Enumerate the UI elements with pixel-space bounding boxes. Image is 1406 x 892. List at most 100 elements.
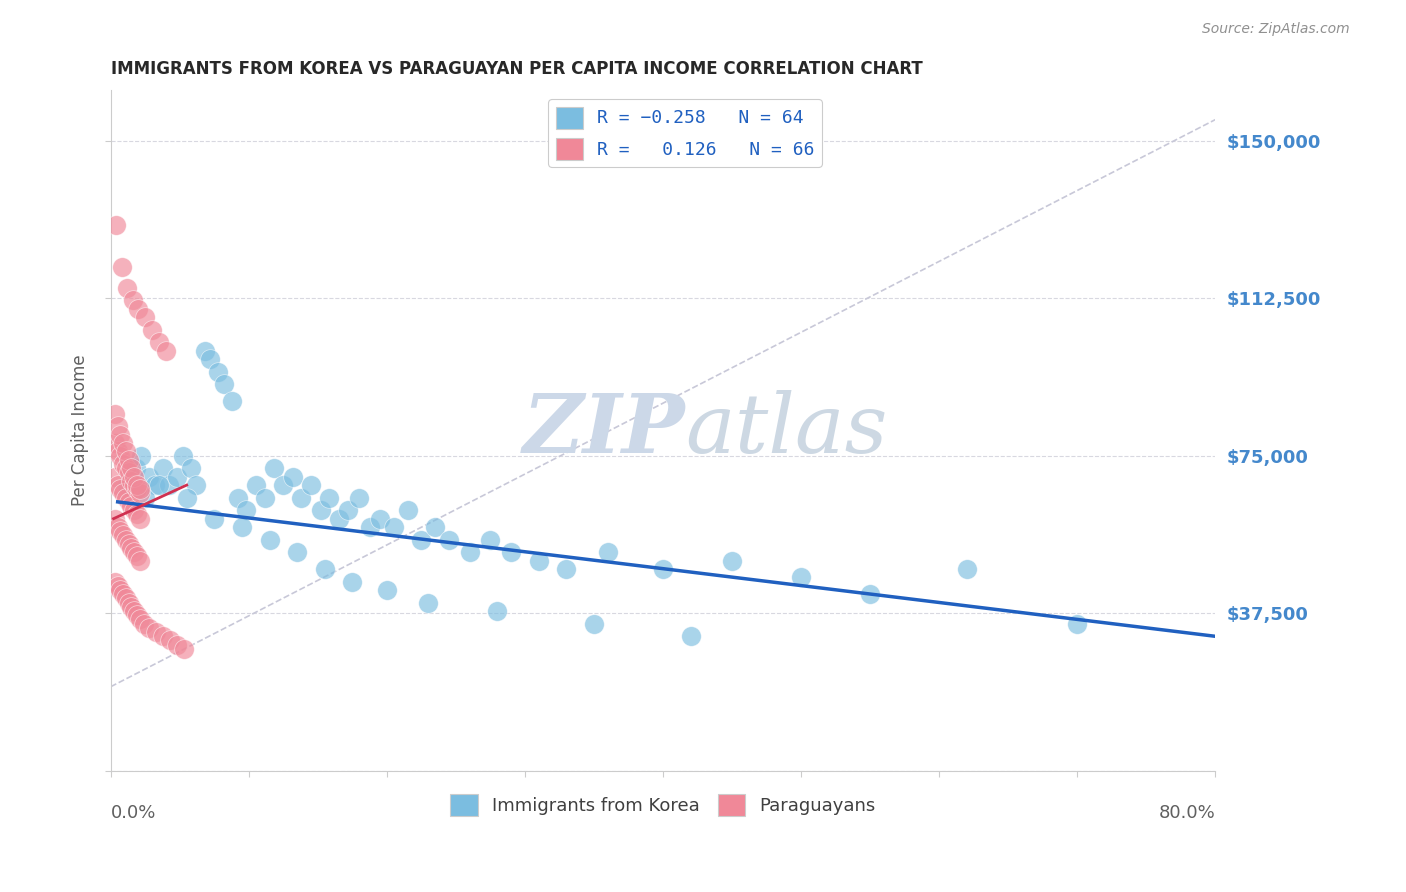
Point bbox=[118, 466, 141, 480]
Point bbox=[226, 491, 249, 505]
Point bbox=[122, 503, 145, 517]
Point bbox=[121, 499, 143, 513]
Text: atlas: atlas bbox=[685, 391, 887, 470]
Point bbox=[134, 491, 156, 505]
Point bbox=[117, 281, 139, 295]
Point bbox=[128, 483, 150, 497]
Point bbox=[157, 478, 180, 492]
Point bbox=[107, 444, 129, 458]
Point bbox=[104, 469, 127, 483]
Point bbox=[337, 503, 360, 517]
Point bbox=[375, 583, 398, 598]
Point bbox=[437, 533, 460, 547]
Point bbox=[173, 641, 195, 656]
Point bbox=[148, 478, 170, 492]
Point bbox=[112, 436, 135, 450]
Point bbox=[281, 469, 304, 483]
Point bbox=[105, 218, 128, 232]
Point bbox=[141, 323, 163, 337]
Point bbox=[122, 469, 145, 483]
Point bbox=[129, 449, 152, 463]
Point bbox=[132, 616, 155, 631]
Point bbox=[115, 491, 138, 505]
Point bbox=[314, 562, 336, 576]
Point bbox=[115, 444, 138, 458]
Point bbox=[152, 461, 174, 475]
Point bbox=[110, 583, 132, 598]
Point bbox=[125, 608, 148, 623]
Text: IMMIGRANTS FROM KOREA VS PARAGUAYAN PER CAPITA INCOME CORRELATION CHART: IMMIGRANTS FROM KOREA VS PARAGUAYAN PER … bbox=[111, 60, 922, 78]
Point bbox=[110, 524, 132, 539]
Point bbox=[115, 461, 138, 475]
Point bbox=[124, 461, 146, 475]
Point bbox=[318, 491, 340, 505]
Point bbox=[118, 495, 141, 509]
Text: 80.0%: 80.0% bbox=[1159, 805, 1215, 822]
Point bbox=[148, 335, 170, 350]
Point bbox=[111, 260, 134, 274]
Point bbox=[122, 604, 145, 618]
Point bbox=[790, 570, 813, 584]
Point bbox=[118, 453, 141, 467]
Point bbox=[128, 486, 150, 500]
Point bbox=[118, 537, 141, 551]
Point bbox=[104, 407, 127, 421]
Point bbox=[110, 427, 132, 442]
Point bbox=[194, 343, 217, 358]
Point bbox=[418, 596, 440, 610]
Point bbox=[110, 483, 132, 497]
Point bbox=[107, 579, 129, 593]
Point bbox=[202, 511, 225, 525]
Point bbox=[679, 629, 702, 643]
Point bbox=[207, 365, 229, 379]
Point bbox=[479, 533, 502, 547]
Point bbox=[128, 554, 150, 568]
Point bbox=[198, 352, 221, 367]
Point bbox=[501, 545, 523, 559]
Point bbox=[382, 520, 405, 534]
Point bbox=[221, 394, 243, 409]
Text: Source: ZipAtlas.com: Source: ZipAtlas.com bbox=[1202, 22, 1350, 37]
Point bbox=[425, 520, 447, 534]
Point bbox=[259, 533, 281, 547]
Point bbox=[134, 310, 156, 324]
Point bbox=[235, 503, 257, 517]
Point bbox=[107, 419, 129, 434]
Point bbox=[104, 511, 127, 525]
Point bbox=[212, 377, 235, 392]
Point bbox=[128, 511, 150, 525]
Point bbox=[285, 545, 308, 559]
Point bbox=[115, 533, 138, 547]
Point bbox=[245, 478, 267, 492]
Point bbox=[122, 478, 145, 492]
Point bbox=[107, 478, 129, 492]
Point bbox=[112, 528, 135, 542]
Point bbox=[411, 533, 433, 547]
Point bbox=[652, 562, 675, 576]
Point bbox=[486, 604, 509, 618]
Point bbox=[122, 545, 145, 559]
Point bbox=[458, 545, 481, 559]
Point bbox=[121, 293, 143, 308]
Point bbox=[145, 625, 167, 640]
Point bbox=[138, 621, 160, 635]
Point bbox=[128, 612, 150, 626]
Point bbox=[107, 520, 129, 534]
Point bbox=[112, 457, 135, 471]
Point bbox=[121, 541, 143, 555]
Point bbox=[254, 491, 277, 505]
Point bbox=[125, 508, 148, 522]
Point bbox=[104, 436, 127, 450]
Point bbox=[721, 554, 744, 568]
Point bbox=[138, 469, 160, 483]
Point bbox=[110, 449, 132, 463]
Text: ZIP: ZIP bbox=[523, 391, 685, 470]
Point bbox=[152, 629, 174, 643]
Point bbox=[166, 469, 188, 483]
Point bbox=[176, 491, 198, 505]
Point bbox=[555, 562, 578, 576]
Point bbox=[143, 478, 166, 492]
Point bbox=[349, 491, 371, 505]
Point bbox=[956, 562, 979, 576]
Point bbox=[1066, 616, 1088, 631]
